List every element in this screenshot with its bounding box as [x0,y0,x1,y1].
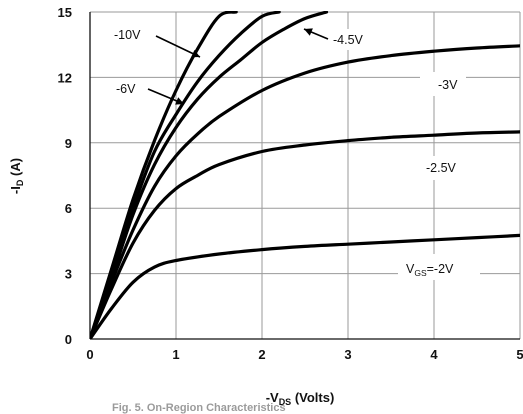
series-line [90,11,281,339]
curve-label-bg [326,29,374,50]
y-tick-label: 15 [58,5,72,20]
y-tick-label: 3 [65,267,72,282]
curve-label: -3V [438,78,458,92]
x-tick-label: 4 [430,347,438,362]
x-tick-label: 2 [258,347,265,362]
x-tick-label: 1 [172,347,179,362]
curve-label-bg [110,78,146,99]
curve-label-bg [108,24,154,45]
y-tick-label: 12 [58,70,72,85]
series-line [90,44,520,339]
label-arrow [155,35,201,58]
series-line [90,233,520,339]
curve-label-bg [420,72,466,96]
label-arrowhead [175,97,184,105]
series-line [90,130,520,339]
y-tick-label: 0 [65,332,72,347]
curve-label-bg [398,254,480,280]
x-tick-label: 3 [344,347,351,362]
x-axis-label-sub: DS [279,397,292,407]
x-tick-label: 0 [86,347,93,362]
y-tick-label: 6 [65,201,72,216]
y-axis-label-sub: D [15,179,25,186]
curve-label-bg [418,156,470,180]
y-tick-label: 9 [65,136,72,151]
x-tick-label: 5 [516,347,523,362]
curve-label: -10V [114,28,141,42]
series-line [90,11,329,339]
label-arrowhead [304,28,313,36]
x-axis-label: -VDS (Volts) [266,390,335,407]
figure-caption: Fig. 5. On-Region Characteristics [112,402,286,414]
y-axis-label: -ID (A) [8,158,25,194]
curve-label: -6V [116,82,136,96]
label-arrowhead [191,49,200,58]
curve-label: -2.5V [426,161,457,175]
curve-labels: -10V -6V -4.5V -3V -2.5V VGS=-2V [108,24,480,280]
series-group [90,11,520,339]
curve-label: -4.5V [333,33,364,47]
curve-label: VGS=-2V [406,262,454,278]
